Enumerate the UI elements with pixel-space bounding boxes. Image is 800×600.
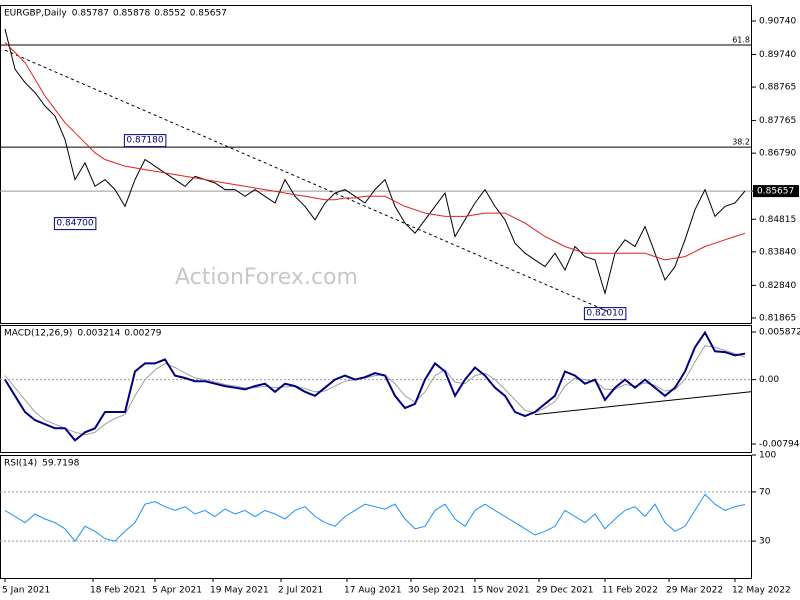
panel-frame (0, 325, 752, 453)
y-tick-label: 30 (759, 537, 771, 547)
annotation-label: 0.84700 (56, 219, 93, 229)
y-tick-label: 0.84815 (759, 215, 796, 225)
header-value: 0.85878 (113, 9, 150, 19)
panel-title: EURGBP,Daily (4, 9, 67, 19)
series-line (4, 493, 746, 542)
annotation-label: 0.87180 (126, 136, 163, 146)
x-tick-label: 12 May 2022 (732, 586, 791, 596)
y-tick-label: 100 (759, 451, 776, 461)
y-tick-label: 70 (759, 487, 771, 497)
y-tick-label: 0.86790 (759, 149, 796, 159)
x-tick-label: 5 Apr 2021 (152, 586, 202, 596)
y-tick-label: 0.00 (759, 375, 779, 385)
y-tick-label: 0.89740 (759, 50, 796, 60)
annotation-box (123, 134, 167, 148)
x-tick-label: 29 Mar 2022 (666, 586, 723, 596)
trend-line (4, 49, 612, 314)
y-tick-label: 0.81865 (759, 313, 796, 323)
level-label: 38.2 (732, 138, 750, 147)
header-value: 0.85787 (72, 9, 109, 19)
x-tick-label: 2 Jul 2021 (278, 586, 323, 596)
panel-frame (0, 5, 752, 324)
panel-title: RSI(14) (4, 459, 37, 469)
y-tick-label: 0.83840 (759, 247, 796, 257)
x-tick-label: 19 May 2021 (210, 586, 269, 596)
series-line (4, 330, 746, 442)
y-tick-label: -0.007945 (759, 440, 800, 450)
current-price-box (753, 185, 799, 198)
x-tick-label: 18 Feb 2021 (90, 586, 146, 596)
x-tick-label: 15 Nov 2021 (472, 586, 530, 596)
y-tick-label: 0.82840 (759, 281, 796, 291)
series-line (4, 28, 746, 296)
level-label: 61.8 (732, 35, 750, 44)
watermark: ActionForex.com (175, 265, 358, 290)
current-price-label: 0.85657 (757, 187, 794, 197)
x-tick-label: 30 Sep 2021 (408, 586, 465, 596)
header-value: 0.8552 (154, 9, 186, 19)
header-value: 0.00279 (124, 329, 161, 339)
y-tick-label: 0.90740 (759, 16, 796, 26)
annotation-label: 0.82010 (586, 309, 623, 319)
annotation-box (583, 307, 627, 321)
x-tick-label: 5 Jan 2021 (2, 586, 50, 596)
annotation-box (53, 217, 97, 231)
series-line (4, 42, 746, 261)
series-line (4, 345, 746, 436)
x-tick-label: 29 Dec 2021 (536, 586, 594, 596)
panel-frame (0, 455, 752, 579)
header-value: 0.003214 (77, 329, 120, 339)
trend-line (534, 391, 753, 416)
y-tick-label: 0.005872 (759, 328, 800, 338)
y-tick-label: 0.87765 (759, 116, 796, 126)
x-tick-label: 11 Feb 2022 (602, 586, 658, 596)
y-tick-label: 0.88765 (759, 83, 796, 93)
x-tick-label: 17 Aug 2021 (344, 586, 402, 596)
panel-title: MACD(12,26,9) (4, 329, 72, 339)
header-value: 0.85657 (190, 9, 227, 19)
header-value: 59.7198 (42, 459, 79, 469)
